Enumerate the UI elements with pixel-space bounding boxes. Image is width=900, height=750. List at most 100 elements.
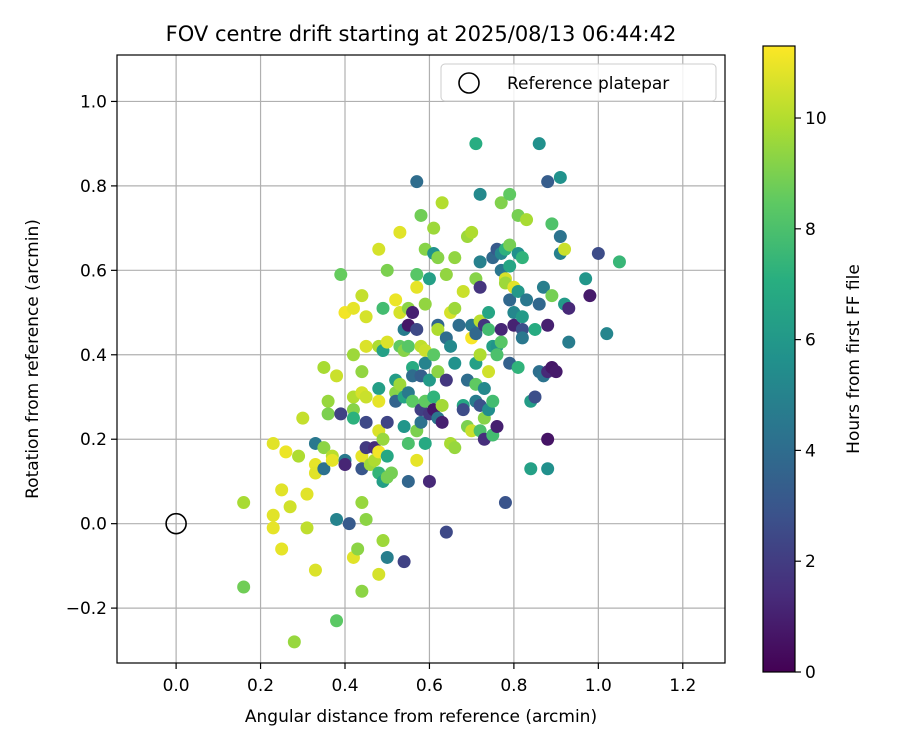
y-tick-label: −0.2 xyxy=(66,599,107,619)
data-point xyxy=(406,394,420,408)
data-point xyxy=(494,196,508,210)
data-point xyxy=(410,175,424,189)
data-point xyxy=(545,217,559,231)
data-point xyxy=(380,263,394,277)
chart-title: FOV centre drift starting at 2025/08/13 … xyxy=(166,22,677,46)
data-point xyxy=(431,365,445,379)
legend: Reference platepar xyxy=(440,63,717,102)
data-point xyxy=(477,382,491,396)
data-point xyxy=(308,563,322,577)
data-point xyxy=(439,268,453,282)
y-tick-label: 0.4 xyxy=(80,346,107,366)
data-point xyxy=(541,175,555,189)
data-point xyxy=(393,377,407,391)
data-point xyxy=(346,348,360,362)
colorbar-ticks: 0 2 4 6 8 10 xyxy=(795,109,827,683)
colorbar-tick-label: 10 xyxy=(805,109,827,129)
legend-entry-reference-platepar: Reference platepar xyxy=(507,74,669,94)
data-point xyxy=(515,310,529,324)
x-tick-label: 0.8 xyxy=(500,676,527,696)
data-point xyxy=(494,335,508,349)
data-point xyxy=(482,306,496,320)
y-tick-label: 0.0 xyxy=(80,515,107,535)
data-point xyxy=(448,301,462,315)
data-point xyxy=(401,474,415,488)
data-point xyxy=(515,251,529,265)
data-point xyxy=(346,411,360,425)
data-point xyxy=(473,255,487,269)
y-tick-label: 0.2 xyxy=(80,430,107,450)
data-point xyxy=(536,280,550,294)
data-point xyxy=(406,306,420,320)
data-point xyxy=(448,441,462,455)
data-point xyxy=(473,348,487,362)
data-point xyxy=(266,508,280,522)
data-point xyxy=(372,242,386,256)
data-point xyxy=(372,382,386,396)
data-point xyxy=(372,394,386,408)
data-point xyxy=(528,322,542,336)
data-point xyxy=(600,327,614,341)
x-tick-label: 1.0 xyxy=(585,676,612,696)
data-point xyxy=(490,348,504,362)
data-point xyxy=(300,521,314,535)
legend-reference-marker-icon xyxy=(458,72,480,94)
data-point xyxy=(330,369,344,383)
data-point xyxy=(321,407,335,421)
data-point xyxy=(562,301,576,315)
scatter-points xyxy=(237,137,626,649)
data-point xyxy=(520,213,534,227)
data-point xyxy=(380,415,394,429)
data-point xyxy=(317,360,331,374)
data-point xyxy=(275,483,289,497)
data-point xyxy=(427,221,441,235)
data-point xyxy=(579,272,593,286)
data-point xyxy=(346,301,360,315)
data-point xyxy=(448,356,462,370)
data-point xyxy=(376,432,390,446)
x-tick-label: 0.0 xyxy=(163,676,190,696)
data-point xyxy=(359,390,373,404)
data-point xyxy=(410,280,424,294)
x-tick-label: 0.6 xyxy=(416,676,443,696)
data-point xyxy=(469,327,483,341)
data-point xyxy=(279,445,293,459)
data-point xyxy=(359,512,373,526)
data-point xyxy=(520,293,534,307)
data-point xyxy=(287,635,301,649)
data-point xyxy=(414,415,428,429)
data-point xyxy=(465,225,479,239)
data-point xyxy=(372,567,386,581)
data-point xyxy=(503,238,517,252)
data-point xyxy=(410,268,424,282)
reference-marker xyxy=(165,512,187,535)
data-point xyxy=(503,187,517,201)
data-point xyxy=(553,230,567,244)
data-point xyxy=(549,365,563,379)
data-point xyxy=(431,251,445,265)
data-point xyxy=(292,449,306,463)
data-point xyxy=(401,339,415,353)
data-point xyxy=(528,390,542,404)
data-point xyxy=(359,415,373,429)
data-point xyxy=(503,293,517,307)
data-point xyxy=(515,331,529,345)
data-point xyxy=(342,517,356,531)
data-point xyxy=(532,137,546,151)
colorbar-tick-label: 0 xyxy=(805,663,816,683)
colorbar-tick-label: 8 xyxy=(805,220,816,240)
colorbar-label: Hours from first FF file xyxy=(844,264,864,454)
y-axis-ticks: −0.2 0.0 0.2 0.4 0.6 0.8 1.0 xyxy=(66,92,117,619)
data-point xyxy=(583,289,597,303)
data-point xyxy=(393,225,407,239)
data-point xyxy=(397,420,411,434)
data-point xyxy=(317,441,331,455)
data-point xyxy=(410,453,424,467)
data-point xyxy=(435,196,449,210)
data-point xyxy=(380,335,394,349)
data-point xyxy=(553,170,567,184)
data-point xyxy=(511,284,525,298)
data-point xyxy=(427,348,441,362)
data-point xyxy=(330,614,344,628)
data-point xyxy=(389,293,403,307)
